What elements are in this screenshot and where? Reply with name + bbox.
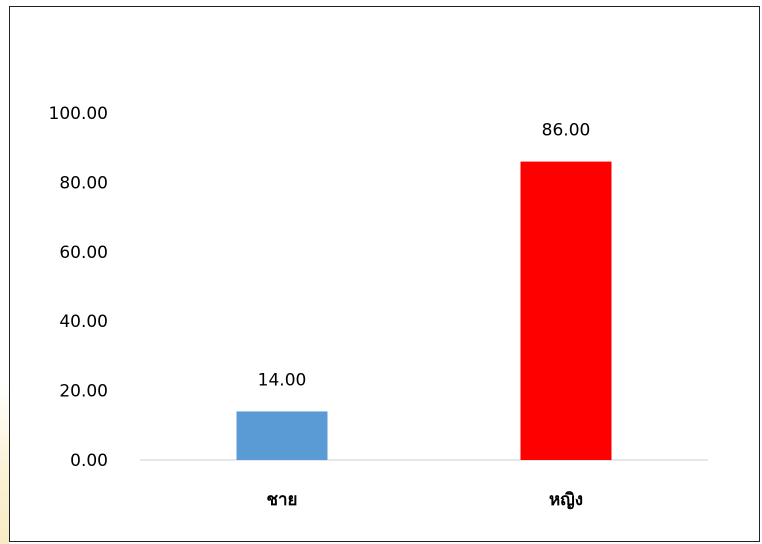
y-axis-ticks: 0.00 20.00 40.00 60.00 80.00 100.00 <box>49 104 108 471</box>
chart-frame <box>9 6 760 542</box>
bar-2 <box>520 161 612 460</box>
bar-1 <box>236 411 328 460</box>
category-label: ชาย <box>266 490 297 510</box>
y-tick-label: 60.00 <box>59 243 108 263</box>
category-label: หญิง <box>549 490 583 510</box>
y-tick-label: 40.00 <box>59 312 108 332</box>
data-label: 14.00 <box>258 370 307 390</box>
left-decor-stripe <box>0 0 9 544</box>
y-tick-label: 20.00 <box>59 382 108 402</box>
y-tick-label: 80.00 <box>59 173 108 193</box>
data-label: 86.00 <box>542 121 591 141</box>
bars <box>236 161 612 460</box>
y-tick-label: 0.00 <box>70 451 108 471</box>
data-labels: 14.00 86.00 <box>258 121 591 391</box>
category-labels: ชาย หญิง <box>266 490 583 510</box>
y-tick-label: 100.00 <box>49 104 108 124</box>
